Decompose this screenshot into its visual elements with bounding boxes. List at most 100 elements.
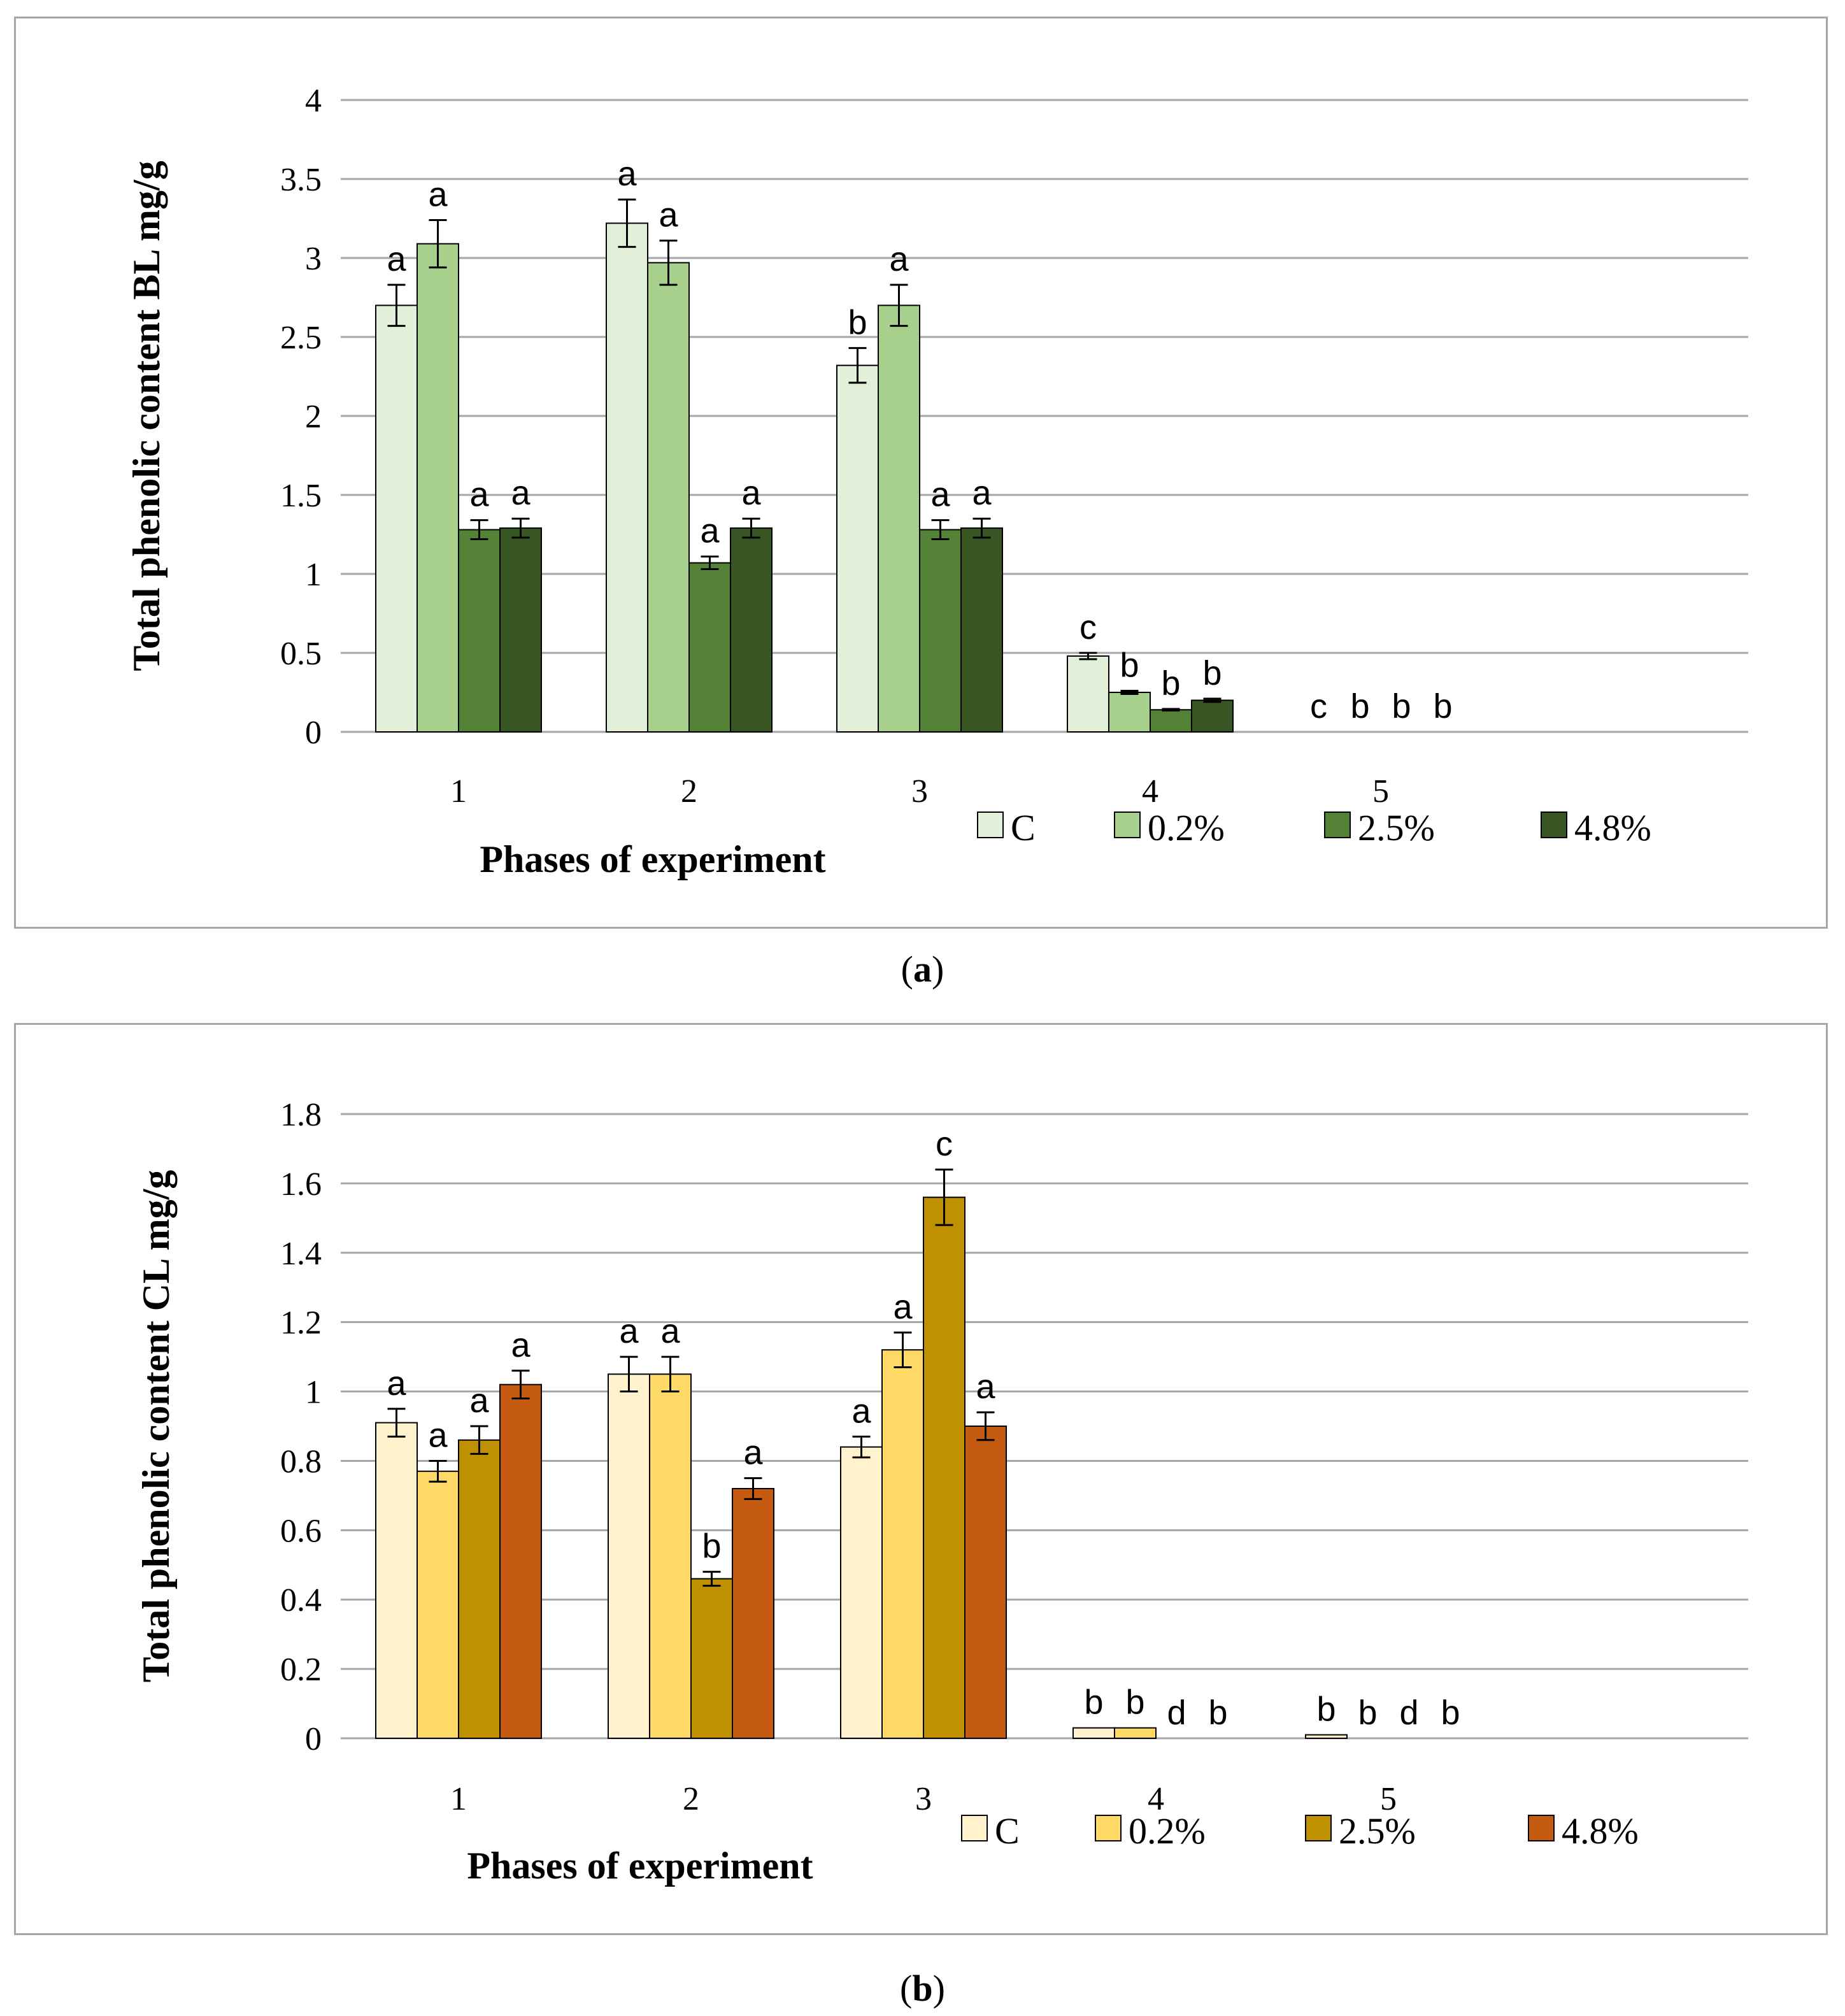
y-tick-label-b-8: 1.6 (280, 1166, 322, 1203)
significance-label-b-phase3-4.8%: a (976, 1368, 995, 1406)
bar-a-phase3-C (836, 364, 879, 733)
y-tick-label-b-0: 0 (305, 1721, 322, 1757)
significance-label-a-phase2-0.2%: a (659, 196, 678, 234)
bar-b-phase3-2.5% (923, 1196, 965, 1739)
bar-a-phase4-0.2% (1108, 692, 1151, 733)
significance-label-a-phase5-C: c (1310, 687, 1327, 726)
bar-b-phase4-C (1072, 1727, 1115, 1739)
legend-swatch-a-2.5% (1324, 811, 1351, 838)
bar-b-phase3-C (840, 1446, 883, 1740)
y-tick-label-a-0: 0 (305, 715, 322, 751)
significance-label-b-phase4-0.2%: b (1125, 1684, 1144, 1722)
bar-a-phase4-2.5% (1150, 709, 1192, 733)
significance-label-b-phase4-2.5%: d (1167, 1694, 1186, 1732)
significance-label-a-phase4-4.8%: b (1202, 654, 1222, 692)
significance-label-a-phase4-C: c (1079, 608, 1097, 647)
y-axis-title-a: Total phenolic content BL mg/g (125, 161, 167, 671)
significance-label-a-phase2-2.5%: a (700, 512, 720, 550)
y-tick-label-a-6: 3 (305, 241, 322, 277)
x-tick-label-a-1: 1 (450, 773, 467, 810)
bar-a-phase1-C (375, 304, 418, 733)
x-axis-title-a: Phases of experiment (480, 838, 825, 880)
bar-b-phase2-2.5% (690, 1578, 733, 1739)
significance-label-b-phase3-0.2%: a (893, 1288, 913, 1326)
y-tick-label-b-7: 1.4 (280, 1236, 322, 1272)
bar-a-phase2-4.8% (730, 527, 773, 733)
y-tick-label-a-5: 2.5 (280, 320, 322, 356)
legend-label-b-2.5%: 2.5% (1339, 1810, 1416, 1852)
bar-b-phase5-C (1305, 1734, 1348, 1739)
bar-b-phase2-C (608, 1373, 650, 1739)
bar-a-phase4-4.8% (1191, 699, 1234, 733)
y-tick-label-a-7: 3.5 (280, 162, 322, 198)
significance-label-a-phase4-2.5%: b (1161, 664, 1180, 703)
significance-label-b-phase2-4.8%: a (743, 1434, 763, 1472)
significance-label-b-phase1-C: a (387, 1364, 406, 1403)
legend-swatch-a-C (977, 811, 1004, 838)
bar-b-phase1-0.2% (417, 1470, 459, 1739)
significance-label-b-phase5-C: b (1316, 1691, 1336, 1729)
significance-label-b-phase1-4.8%: a (511, 1326, 531, 1364)
significance-label-b-phase5-2.5%: d (1399, 1694, 1418, 1732)
bar-chart-b: 0 0.2 0.4 0.6 0.8 1 1.2 1.4 1.6 1.8 Total phenolic… (135, 1097, 1748, 1887)
caption-a: (a) (901, 948, 944, 990)
significance-label-a-phase1-C: a (387, 240, 406, 278)
legend-swatch-a-4.8% (1541, 811, 1567, 838)
significance-label-a-phase2-4.8%: a (741, 474, 761, 512)
x-tick-label-a-2: 2 (681, 773, 697, 810)
y-tick-label-a-4: 2 (305, 399, 322, 435)
bar-a-phase1-0.2% (417, 243, 459, 733)
bar-a-phase2-2.5% (688, 562, 731, 733)
bar-b-phase4-0.2% (1114, 1727, 1157, 1739)
significance-label-b-phase2-2.5%: b (702, 1527, 721, 1566)
y-tick-label-b-5: 1 (305, 1375, 322, 1411)
bar-b-phase1-4.8% (499, 1383, 542, 1739)
bar-a-phase3-2.5% (919, 529, 962, 733)
legend-label-a-0.2%: 0.2% (1148, 807, 1225, 848)
significance-label-b-phase3-C: a (851, 1392, 871, 1430)
legend-swatch-b-4.8% (1528, 1815, 1555, 1841)
caption-a-letter: a (913, 948, 932, 990)
legend-label-b-0.2%: 0.2% (1129, 1810, 1206, 1852)
y-tick-label-a-1: 0.5 (280, 636, 322, 672)
legend-label-b-C: C (995, 1810, 1020, 1852)
bar-a-phase2-C (606, 222, 648, 733)
x-tick-label-a-4: 4 (1142, 773, 1158, 810)
significance-label-a-phase1-4.8%: a (511, 474, 531, 512)
significance-label-a-phase5-4.8%: b (1433, 687, 1452, 726)
y-axis-title-b: Total phenolic content CL mg/g (135, 1170, 177, 1683)
bar-a-phase3-0.2% (878, 304, 920, 733)
bar-a-phase4-C (1067, 655, 1109, 733)
caption-b: (b) (900, 1968, 945, 2009)
x-tick-label-b-5: 5 (1380, 1781, 1397, 1817)
significance-label-a-phase3-4.8%: a (972, 474, 992, 512)
y-tick-label-a-2: 1 (305, 557, 322, 593)
x-tick-label-b-4: 4 (1148, 1781, 1164, 1817)
bar-a-phase3-4.8% (960, 527, 1003, 733)
x-tick-label-b-2: 2 (683, 1781, 699, 1817)
legend-label-a-4.8%: 4.8% (1574, 807, 1651, 848)
significance-label-a-phase5-0.2%: b (1350, 687, 1369, 726)
significance-label-a-phase3-2.5%: a (930, 476, 950, 514)
x-tick-label-a-3: 3 (911, 773, 928, 810)
significance-label-a-phase4-0.2%: b (1120, 647, 1139, 685)
bar-b-phase2-4.8% (732, 1488, 774, 1739)
significance-label-a-phase2-C: a (617, 155, 637, 193)
bar-b-phase3-0.2% (881, 1349, 924, 1739)
legend-label-a-C: C (1011, 807, 1036, 848)
y-tick-label-b-4: 0.8 (280, 1443, 322, 1480)
bar-a-phase2-0.2% (647, 262, 690, 733)
bar-b-phase1-2.5% (458, 1439, 501, 1739)
significance-label-a-phase3-0.2%: a (889, 240, 909, 278)
significance-label-a-phase1-0.2%: a (428, 175, 448, 213)
caption-b-letter: b (912, 1968, 933, 2009)
significance-label-b-phase2-C: a (619, 1312, 639, 1350)
significance-label-b-phase1-0.2%: a (428, 1416, 448, 1454)
y-tick-label-b-2: 0.4 (280, 1582, 322, 1619)
x-axis-title-b: Phases of experiment (467, 1845, 813, 1887)
x-tick-label-b-3: 3 (915, 1781, 932, 1817)
y-tick-label-b-1: 0.2 (280, 1652, 322, 1688)
x-tick-label-a-5: 5 (1372, 773, 1389, 810)
bar-a-phase1-4.8% (499, 527, 542, 733)
y-tick-label-a-8: 4 (305, 83, 322, 119)
